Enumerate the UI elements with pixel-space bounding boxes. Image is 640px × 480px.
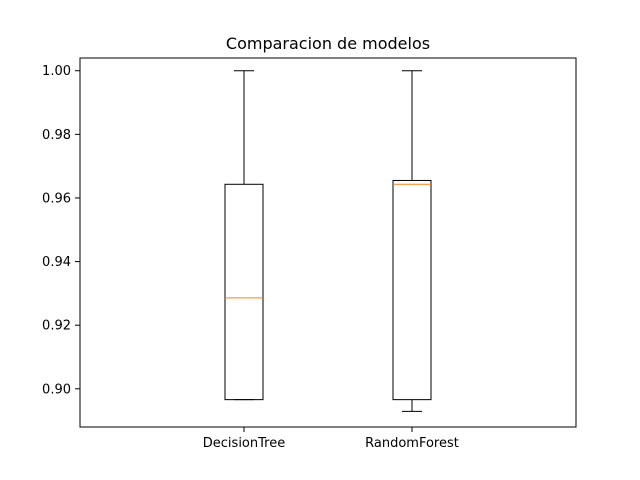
y-tick-label: 1.00 — [42, 64, 71, 79]
y-tick-label: 0.98 — [42, 128, 71, 143]
y-axis: 0.90 0.92 0.94 0.96 0.98 1.00 — [42, 64, 80, 397]
x-tick-label: DecisionTree — [203, 436, 285, 451]
chart-title: Comparacion de modelos — [226, 34, 430, 53]
box-iqr — [392, 179, 432, 401]
y-tick-label: 0.96 — [42, 191, 71, 206]
box-decisiontree — [224, 70, 264, 401]
x-tick-label: RandomForest — [365, 436, 459, 451]
box-randomforest — [392, 70, 432, 412]
x-axis: DecisionTree RandomForest — [203, 427, 459, 451]
boxes-group — [224, 70, 432, 412]
box-iqr — [224, 183, 264, 401]
y-tick-label: 0.90 — [42, 382, 71, 397]
y-tick-label: 0.92 — [42, 319, 71, 334]
plot-area-frame — [79, 57, 577, 428]
y-tick-label: 0.94 — [42, 255, 71, 270]
